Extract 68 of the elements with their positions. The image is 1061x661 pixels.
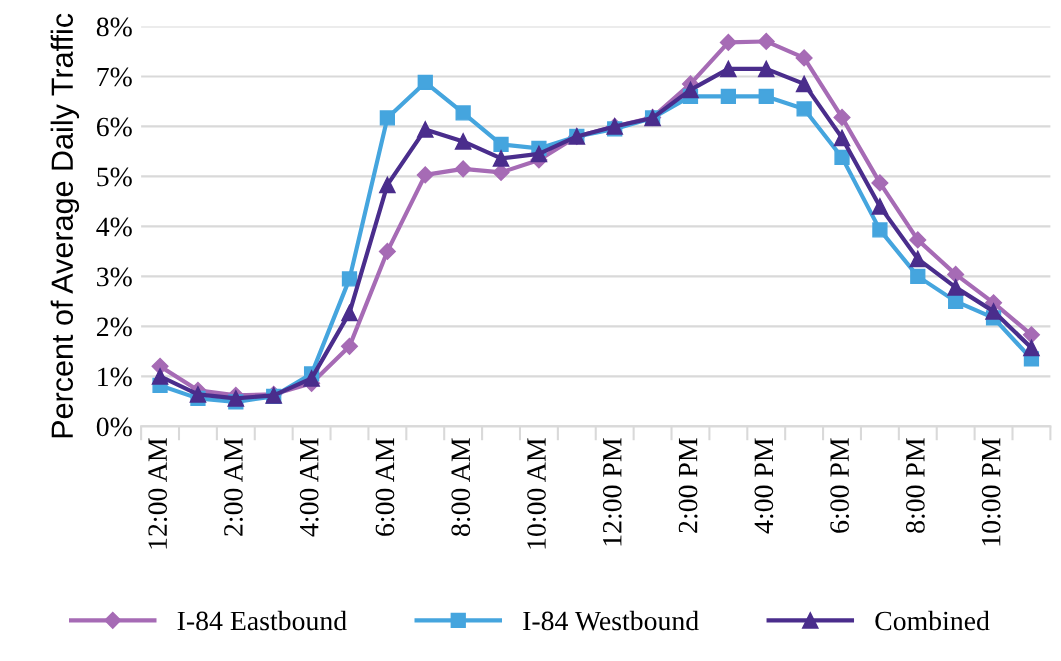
point — [910, 268, 926, 285]
point — [720, 60, 737, 78]
x-tick-label: 4:00 AM — [299, 438, 319, 537]
point — [378, 242, 396, 260]
point — [947, 279, 965, 296]
y-tick-label: 2% — [96, 317, 132, 337]
point — [719, 33, 737, 51]
point — [833, 129, 851, 147]
y-tick-label: 6% — [96, 117, 132, 137]
point — [795, 49, 813, 67]
point — [1023, 339, 1040, 357]
point — [379, 176, 396, 194]
point — [833, 108, 851, 126]
point — [909, 250, 927, 268]
point — [834, 149, 850, 166]
point — [417, 74, 433, 91]
x-tick-label: 12:00 PM — [602, 438, 622, 546]
point — [227, 390, 245, 407]
point — [379, 110, 396, 126]
point — [909, 231, 927, 249]
point — [872, 222, 888, 238]
legend-label: I-84 Westbound — [523, 610, 699, 631]
point — [985, 303, 1002, 320]
x-tick-label: 8:00 AM — [451, 438, 471, 536]
y-tick-label: 3% — [97, 267, 132, 287]
x-tick-label: 10:00 AM — [527, 438, 546, 549]
y-tick-label: 8% — [96, 17, 132, 37]
legend-label: Combined — [875, 610, 990, 631]
point — [492, 150, 510, 167]
y-tick-label: 0% — [96, 417, 132, 437]
point — [682, 81, 699, 99]
point — [530, 145, 548, 163]
x-tick-label: 8:00 PM — [905, 438, 925, 533]
point — [757, 32, 775, 50]
point — [871, 198, 889, 215]
point — [454, 133, 472, 150]
point — [454, 160, 472, 178]
point — [340, 337, 359, 355]
x-tick-label: 10:00 PM — [981, 438, 1001, 546]
point — [947, 265, 965, 283]
y-tick-label: 4% — [96, 217, 132, 237]
y-tick-label: 1% — [98, 367, 132, 387]
point — [758, 88, 774, 105]
point — [455, 105, 471, 121]
point — [416, 121, 434, 138]
point — [493, 136, 509, 153]
point — [341, 271, 358, 287]
y-tick-label: 7% — [97, 67, 132, 87]
point — [303, 370, 320, 387]
point — [189, 386, 207, 403]
legend-label: I-84 Eastbound — [177, 610, 347, 631]
x-tick-label: 6:00 PM — [830, 438, 850, 533]
x-tick-label: 4:00 PM — [754, 438, 774, 534]
x-tick-label: 2:00 PM — [678, 438, 698, 533]
x-tick-label: 12:00 AM — [148, 438, 168, 549]
x-tick-label: 2:00 AM — [224, 438, 243, 536]
point — [871, 174, 889, 192]
point — [720, 88, 736, 105]
point — [796, 101, 812, 117]
point — [795, 75, 813, 93]
y-axis-title: Percent of Average Daily Traffic — [50, 13, 80, 438]
point — [151, 368, 169, 385]
point — [1022, 326, 1040, 344]
y-tick-label: 5% — [97, 167, 132, 187]
point — [341, 304, 358, 322]
x-tick-label: 6:00 AM — [375, 438, 395, 536]
point — [416, 166, 434, 184]
point — [757, 60, 775, 78]
